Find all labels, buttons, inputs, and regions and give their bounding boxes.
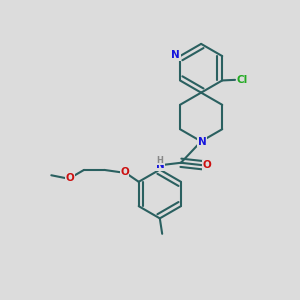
Text: N: N xyxy=(172,50,180,61)
Text: O: O xyxy=(120,167,129,177)
Text: O: O xyxy=(202,160,211,170)
Text: O: O xyxy=(65,173,74,183)
Text: H: H xyxy=(157,156,164,165)
Text: N: N xyxy=(156,160,164,170)
Text: N: N xyxy=(198,137,207,147)
Text: Cl: Cl xyxy=(237,75,248,85)
